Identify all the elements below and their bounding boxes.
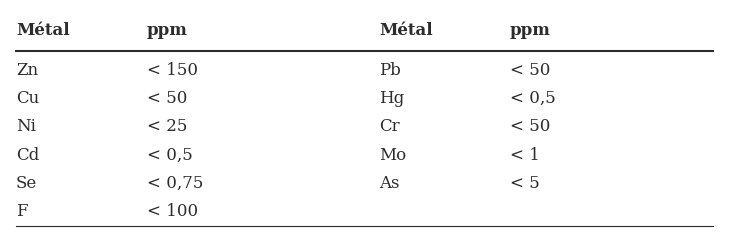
- Text: < 50: < 50: [510, 62, 550, 79]
- Text: Cu: Cu: [16, 90, 39, 107]
- Text: Ni: Ni: [16, 119, 36, 135]
- Text: Cr: Cr: [379, 119, 399, 135]
- Text: ppm: ppm: [510, 22, 550, 39]
- Text: < 0,5: < 0,5: [147, 147, 192, 164]
- Text: Zn: Zn: [16, 62, 38, 79]
- Text: < 50: < 50: [510, 119, 550, 135]
- Text: < 0,75: < 0,75: [147, 175, 203, 192]
- Text: Cd: Cd: [16, 147, 39, 164]
- Text: Hg: Hg: [379, 90, 405, 107]
- Text: < 150: < 150: [147, 62, 198, 79]
- Text: Mo: Mo: [379, 147, 406, 164]
- Text: < 5: < 5: [510, 175, 539, 192]
- Text: ppm: ppm: [147, 22, 187, 39]
- Text: Se: Se: [16, 175, 37, 192]
- Text: Métal: Métal: [16, 22, 69, 39]
- Text: < 1: < 1: [510, 147, 539, 164]
- Text: Pb: Pb: [379, 62, 401, 79]
- Text: Métal: Métal: [379, 22, 432, 39]
- Text: < 25: < 25: [147, 119, 187, 135]
- Text: F: F: [16, 203, 28, 220]
- Text: < 0,5: < 0,5: [510, 90, 555, 107]
- Text: < 50: < 50: [147, 90, 187, 107]
- Text: < 100: < 100: [147, 203, 198, 220]
- Text: As: As: [379, 175, 399, 192]
